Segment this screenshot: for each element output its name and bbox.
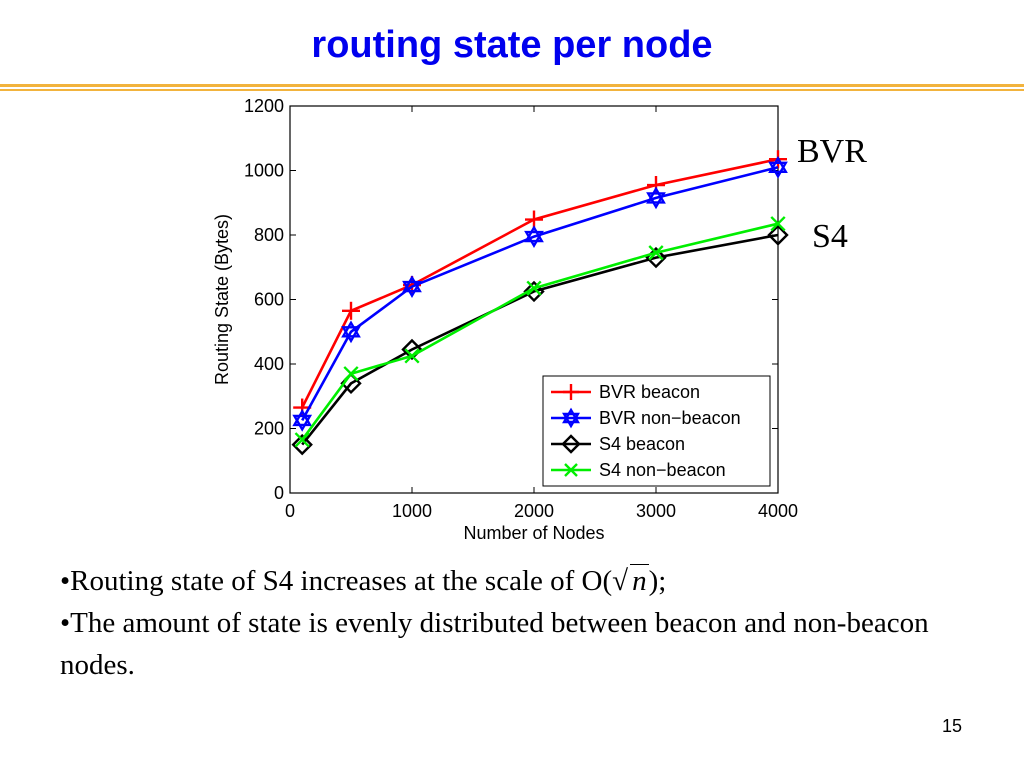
series-line-1: [301, 166, 779, 422]
legend-marker: [563, 384, 579, 400]
data-point: [404, 348, 420, 364]
data-point: [294, 432, 310, 448]
y-tick-label: 200: [254, 419, 284, 439]
title-divider-line-secondary: [0, 89, 1024, 91]
legend-marker: [561, 434, 581, 454]
series-line-3: [301, 222, 779, 441]
y-tick-label: 800: [254, 225, 284, 245]
data-point: [646, 186, 666, 210]
data-point: [767, 224, 789, 246]
data-point: [401, 338, 423, 361]
legend-marker: [562, 407, 580, 429]
legend-box: [542, 375, 771, 487]
legend-label: S4 beacon: [599, 434, 685, 454]
bullet-list: •Routing state of S4 increases at the sc…: [60, 560, 990, 686]
x-axis-label: Number of Nodes: [463, 523, 604, 543]
y-tick-label: 1200: [244, 96, 284, 116]
data-point: [342, 301, 360, 320]
legend-label: BVR beacon: [599, 382, 700, 402]
x-tick-label: 3000: [636, 501, 676, 521]
data-point: [524, 225, 544, 248]
x-tick-label: 1000: [392, 501, 432, 521]
data-point: [402, 275, 422, 298]
data-point: [523, 280, 545, 303]
title-divider-line: [0, 84, 1024, 87]
data-point: [768, 155, 788, 179]
sqrt-variable: n: [630, 564, 649, 597]
data-point: [343, 366, 359, 382]
legend-label: S4 non−beacon: [599, 460, 726, 480]
page-number: 15: [941, 716, 962, 736]
bvr-group-label: BVR: [797, 133, 867, 170]
y-tick-label: 400: [254, 354, 284, 374]
y-tick-label: 0: [274, 483, 284, 503]
x-tick-label: 4000: [758, 501, 798, 521]
bullet-1-suffix: );: [648, 565, 667, 597]
bullet-1: •Routing state of S4 increases at the sc…: [60, 560, 990, 602]
slide-title: routing state per node: [311, 24, 713, 66]
data-point: [341, 320, 361, 344]
data-point: [291, 433, 313, 456]
data-point: [292, 409, 313, 432]
x-tick-label: 2000: [514, 501, 554, 521]
sqrt-symbol: √: [612, 565, 629, 597]
y-tick-label: 600: [254, 290, 284, 310]
legend-marker: [564, 463, 578, 477]
series-line-2: [301, 233, 779, 446]
y-axis-label: Routing State (Bytes): [212, 214, 232, 385]
bullet-1-text: •Routing state of S4 increases at the sc…: [60, 565, 613, 597]
bullet-2: •The amount of state is evenly distribut…: [60, 607, 929, 681]
legend-label: BVR non−beacon: [599, 408, 741, 428]
x-tick-label: 0: [285, 501, 295, 521]
data-point: [526, 280, 542, 296]
y-tick-label: 1000: [244, 161, 284, 181]
data-point: [770, 216, 786, 232]
s4-group-label: S4: [812, 218, 848, 255]
data-point: [648, 245, 664, 261]
sqrt-n-formula: √ n: [612, 560, 649, 602]
